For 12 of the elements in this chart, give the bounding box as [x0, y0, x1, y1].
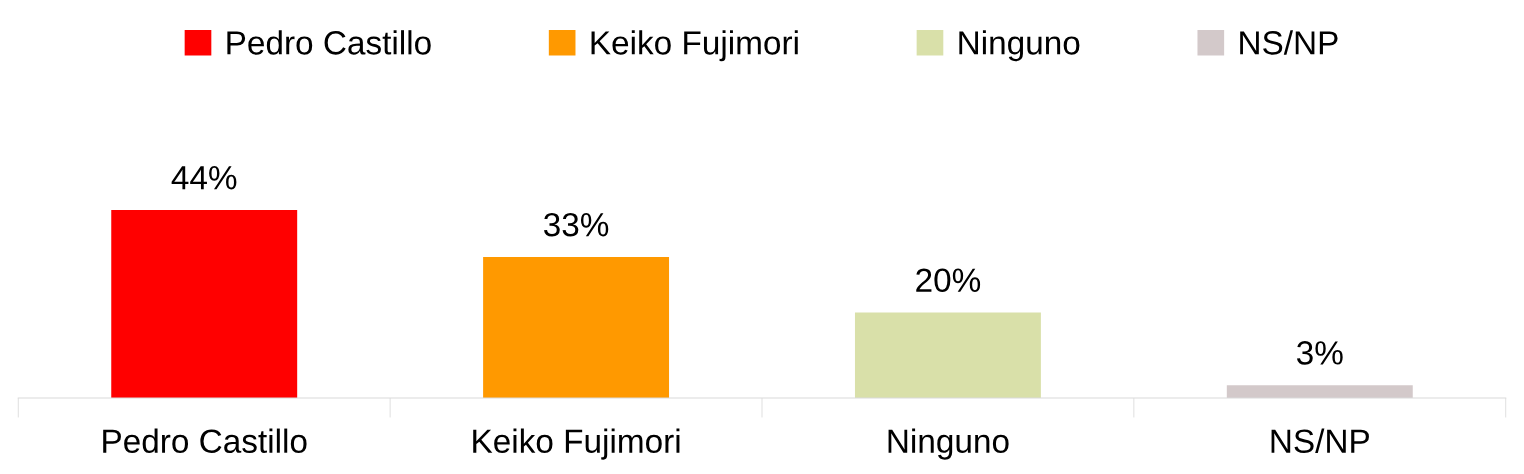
legend-label: Pedro Castillo	[227, 30, 431, 55]
legend-label: NS/NP	[1240, 30, 1338, 55]
x-tick-label: Pedro Castillo	[103, 428, 307, 454]
x-tick-label: NS/NP	[1271, 428, 1369, 454]
data-label: 3%	[1296, 341, 1343, 365]
data-label: 20%	[916, 268, 981, 293]
legend-label: Ninguno	[959, 30, 1080, 62]
x-tick-label: Keiko Fujimori	[473, 428, 680, 460]
x-tick-label: Ninguno	[888, 428, 1009, 460]
data-label: 33%	[543, 212, 609, 237]
legend-label: Keiko Fujimori	[591, 30, 798, 62]
data-label: 44%	[171, 166, 237, 190]
